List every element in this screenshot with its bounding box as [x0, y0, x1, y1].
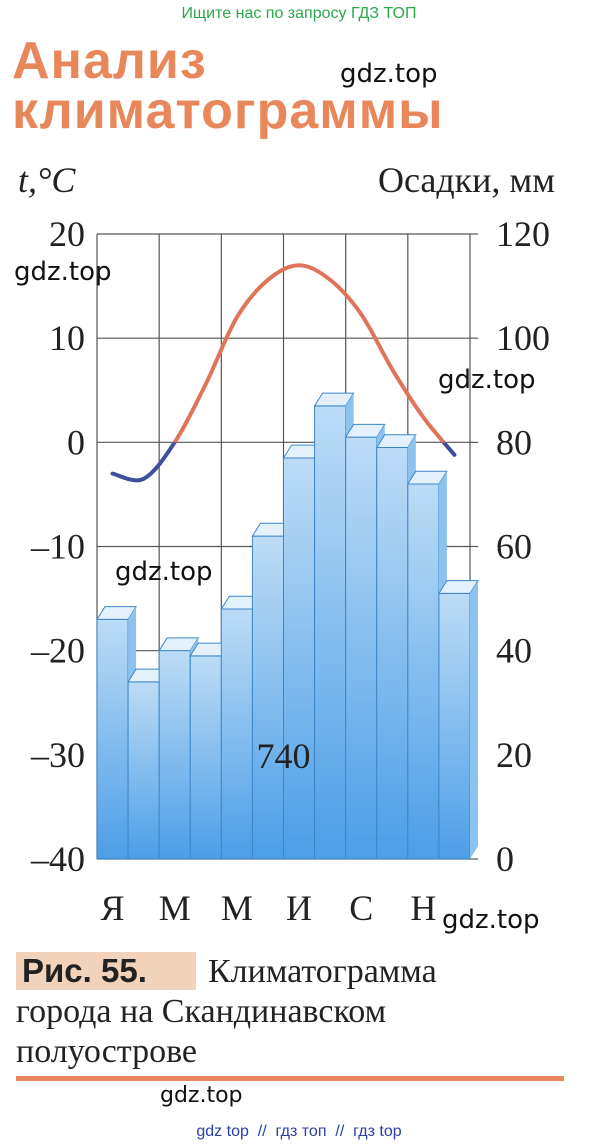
x-tick-label: М — [159, 888, 191, 928]
bar — [127, 681, 160, 860]
y2-tick-label: 20 — [496, 735, 532, 775]
caption-text: полуострове — [16, 1033, 197, 1070]
bar-top — [96, 606, 137, 620]
y-tick-label: –40 — [30, 839, 85, 879]
bar — [438, 592, 471, 860]
title-line: Анализ — [12, 32, 207, 90]
caption-label-box — [16, 952, 196, 990]
bar — [220, 608, 253, 860]
x-tick-label: И — [286, 888, 312, 928]
caption-text: города на Скандинавском — [16, 993, 386, 1030]
y-tick-label: –10 — [30, 527, 85, 567]
bar — [407, 483, 440, 860]
x-tick-label: Н — [410, 888, 436, 928]
bar-side — [470, 580, 478, 859]
rule — [16, 1076, 564, 1081]
watermark: gdz.top — [438, 365, 536, 395]
bar — [283, 457, 316, 860]
footer: gdz top // гдз топ // гдз top — [196, 1123, 401, 1140]
x-tick-label: Я — [101, 888, 125, 928]
bar — [158, 650, 191, 860]
y-tick-label: 0 — [67, 422, 85, 462]
y-tick-label: 10 — [49, 318, 85, 358]
y2-axis-title: Осадки, мм — [378, 160, 555, 200]
temperature-line — [110, 263, 457, 483]
y2-tick-label: 100 — [496, 318, 550, 358]
x-tick-label: М — [221, 888, 253, 928]
bar — [189, 655, 222, 860]
bar-top — [406, 470, 448, 485]
caption-text: Климатограмма — [208, 953, 437, 990]
y-tick-label: 20 — [49, 214, 85, 254]
watermark: gdz.top — [14, 257, 112, 287]
bar — [345, 436, 378, 860]
bar — [376, 447, 409, 860]
bar — [251, 535, 284, 860]
annotation: 740 — [257, 736, 311, 776]
bar-top — [375, 434, 417, 449]
y-axis-title: t,°C — [18, 160, 76, 200]
bar — [314, 405, 347, 860]
caption-label: Рис. 55. — [22, 952, 147, 989]
bar-top — [313, 392, 355, 407]
search-hint: Ищите нас по запросу ГДЗ ТОП — [182, 5, 417, 22]
y2-tick-label: 0 — [496, 839, 514, 879]
x-tick-label: С — [349, 888, 373, 928]
y-tick-label: –30 — [30, 735, 85, 775]
bar — [96, 618, 129, 860]
y2-tick-label: 80 — [496, 422, 532, 462]
y-tick-label: –20 — [30, 631, 85, 671]
watermark: gdz.top — [340, 59, 438, 89]
title-line: климатограммы — [12, 82, 444, 140]
watermark: gdz.top — [115, 557, 213, 587]
y2-tick-label: 120 — [496, 214, 550, 254]
watermark: gdz.top — [442, 905, 540, 935]
y2-tick-label: 40 — [496, 631, 532, 671]
watermark: gdz.top — [160, 1083, 243, 1108]
y2-tick-label: 60 — [496, 527, 532, 567]
